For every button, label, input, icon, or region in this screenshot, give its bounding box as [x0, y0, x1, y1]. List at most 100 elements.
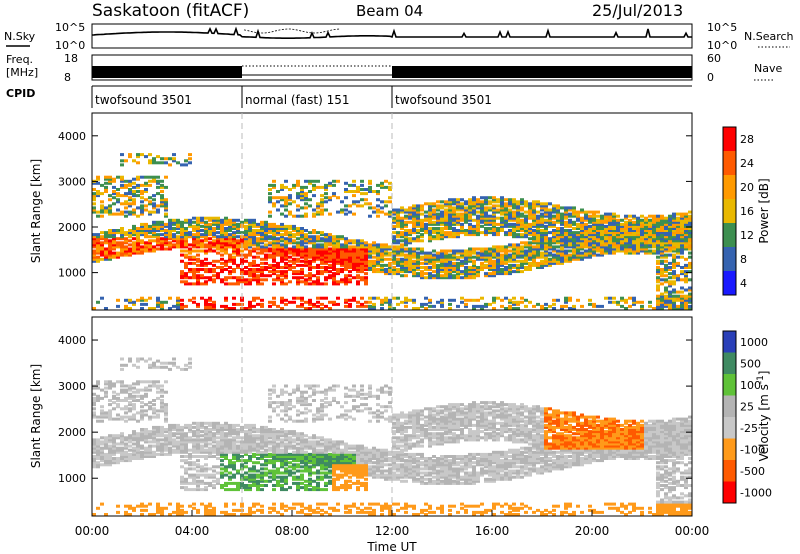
- velocity-cell: [228, 442, 232, 446]
- velocity-cell: [120, 417, 124, 421]
- velocity-cell: [188, 457, 192, 460]
- power-cell: [328, 307, 332, 310]
- velocity-cell: [100, 459, 104, 463]
- power-cell: [672, 280, 676, 284]
- power-cell: [336, 282, 340, 286]
- power-cell: [512, 243, 516, 247]
- power-cell: [128, 196, 132, 200]
- power-cell: [132, 227, 136, 230]
- power-cell: [508, 218, 512, 222]
- velocity-cell: [128, 415, 132, 419]
- power-cell: [444, 216, 448, 220]
- power-cell: [456, 231, 460, 235]
- power-cell: [604, 231, 608, 235]
- power-cell: [576, 298, 580, 302]
- power-cell: [532, 304, 536, 308]
- power-cell: [688, 288, 692, 292]
- power-cell: [480, 220, 484, 224]
- velocity-cell: [160, 438, 164, 442]
- power-cell: [560, 212, 564, 216]
- power-cell: [656, 270, 660, 274]
- velocity-cell: [144, 436, 148, 440]
- power-cell: [204, 298, 208, 302]
- power-cell: [112, 253, 116, 257]
- power-cell: [388, 300, 392, 304]
- velocity-cell: [220, 440, 224, 444]
- velocity-cell: [120, 434, 124, 438]
- power-cell: [332, 251, 336, 255]
- power-cell: [348, 247, 352, 251]
- power-cell: [196, 278, 200, 282]
- power-cell: [292, 224, 296, 228]
- power-cell: [196, 304, 200, 308]
- power-cell: [328, 243, 332, 247]
- power-cell: [424, 218, 428, 222]
- power-cell: [300, 253, 304, 257]
- power-cell: [636, 249, 640, 253]
- power-cell: [276, 276, 280, 280]
- power-cell: [340, 270, 344, 274]
- power-cell: [324, 270, 328, 274]
- velocity-cell: [160, 446, 164, 450]
- power-cell: [672, 222, 676, 226]
- power-cell: [572, 235, 576, 239]
- power-cell: [552, 210, 556, 214]
- velocity-cell: [196, 484, 200, 487]
- power-cell: [524, 241, 528, 245]
- power-cell: [236, 266, 240, 269]
- power-cell: [500, 196, 504, 200]
- velocity-cell: [228, 450, 232, 454]
- velocity-cell: [156, 409, 160, 413]
- power-cell: [284, 276, 288, 280]
- power-cell: [160, 202, 164, 206]
- power-cell: [640, 227, 644, 230]
- velocity-cell: [248, 450, 252, 454]
- power-cell: [264, 224, 268, 228]
- power-cell: [204, 224, 208, 228]
- velocity-cell: [196, 475, 200, 479]
- power-cell: [204, 243, 208, 247]
- power-cell: [136, 243, 140, 247]
- velocity-cell: [152, 382, 156, 386]
- velocity-cell: [204, 513, 208, 516]
- velocity-cell: [132, 390, 136, 394]
- power-cell: [316, 300, 320, 304]
- power-cell: [196, 243, 200, 247]
- power-cell: [484, 198, 488, 202]
- power-cell: [440, 270, 444, 274]
- power-cell: [412, 263, 416, 267]
- power-cell: [388, 302, 392, 306]
- power-cell: [192, 241, 196, 245]
- velocity-cell: [112, 382, 116, 386]
- power-cell: [268, 253, 272, 257]
- power-cell: [624, 220, 628, 224]
- velocity-cell: [116, 396, 120, 400]
- power-cell: [208, 237, 212, 241]
- power-cell: [468, 253, 472, 257]
- power-cell: [160, 185, 164, 189]
- power-cell: [260, 222, 264, 226]
- power-cell: [644, 239, 648, 243]
- power-cell: [300, 263, 304, 267]
- velocity-cell: [196, 481, 200, 485]
- velocity-cell: [124, 384, 128, 388]
- velocity-cell: [244, 442, 248, 446]
- power-cell: [672, 261, 676, 265]
- power-cell: [588, 210, 592, 214]
- power-cell: [176, 307, 180, 310]
- power-cell: [216, 259, 220, 263]
- velocity-cell: [156, 396, 160, 400]
- velocity-cell: [164, 419, 168, 423]
- power-cell: [156, 227, 160, 230]
- power-cell: [212, 241, 216, 245]
- power-cell: [552, 229, 556, 232]
- power-cell: [540, 212, 544, 216]
- power-cell: [408, 233, 412, 237]
- velocity-cell: [192, 463, 196, 467]
- velocity-cell: [224, 421, 228, 425]
- power-cell: [400, 222, 404, 226]
- power-cell: [208, 278, 212, 282]
- velocity-cell: [244, 436, 248, 440]
- power-cell: [596, 218, 600, 222]
- power-cell: [320, 200, 324, 204]
